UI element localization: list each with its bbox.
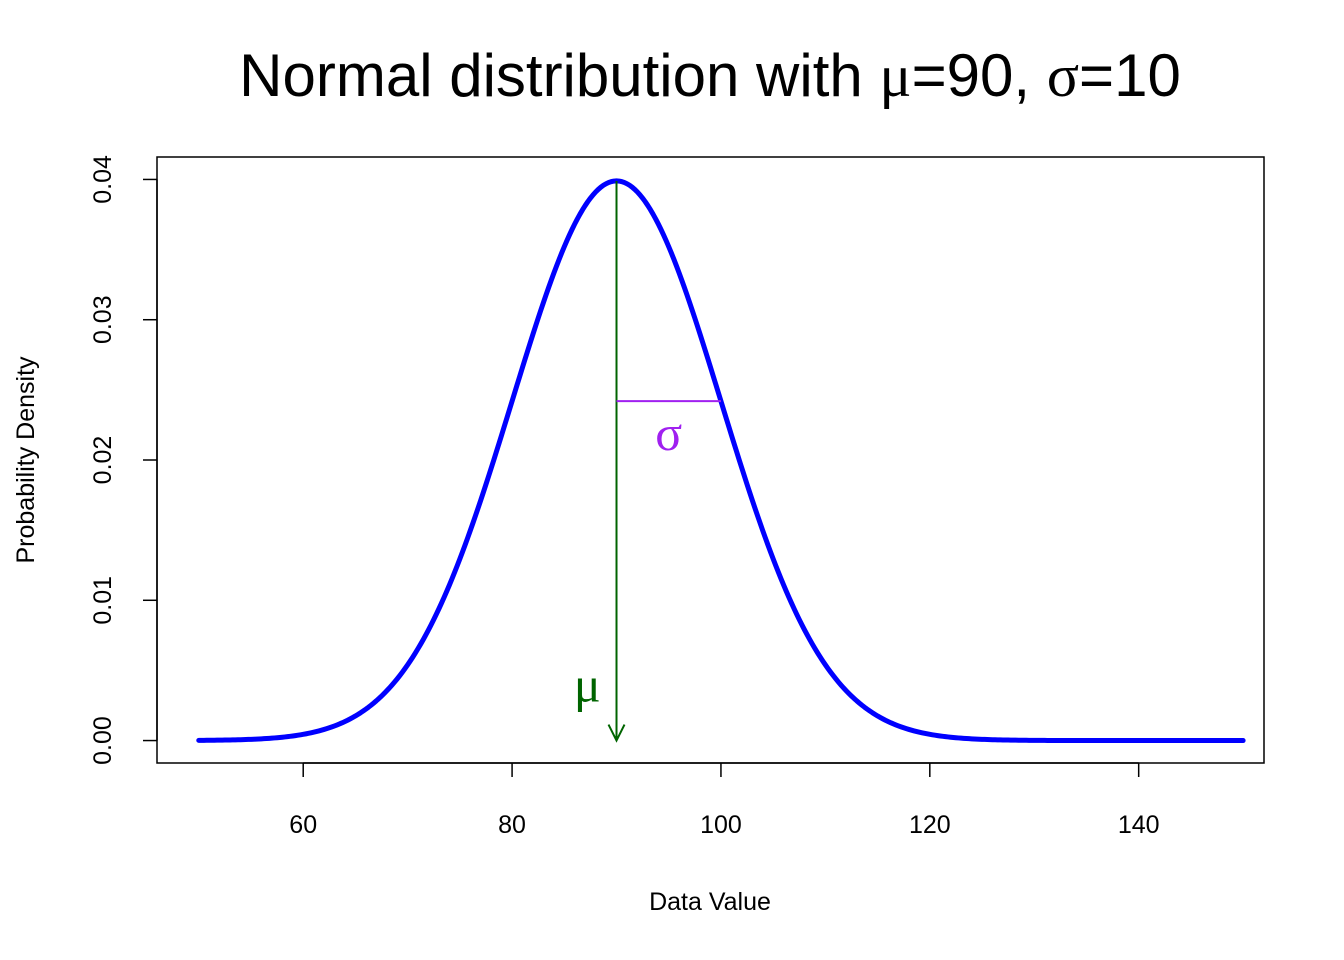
density-curve xyxy=(196,178,1246,744)
chart-title: Normal distribution with μ=90, σ=10 xyxy=(239,42,1181,109)
x-tick-label: 80 xyxy=(498,811,526,839)
plot-frame xyxy=(156,156,1265,764)
x-tick-label: 100 xyxy=(700,811,742,839)
x-tick-label: 140 xyxy=(1118,811,1160,839)
chart-title-sigma-symbol: σ xyxy=(1047,43,1079,109)
chart-title-prefix: Normal distribution with xyxy=(239,42,879,109)
y-tick-label: 0.01 xyxy=(89,576,117,625)
y-tick-label: 0.04 xyxy=(89,155,117,204)
x-axis: 60 80 100 120 140 xyxy=(289,762,1160,839)
x-axis-label: Data Value xyxy=(649,888,771,916)
series-layer xyxy=(196,178,1246,744)
y-tick-label: 0.02 xyxy=(89,436,117,485)
y-tick-label: 0.00 xyxy=(89,716,117,765)
x-tick-label: 120 xyxy=(909,811,951,839)
annotation-layer: μσ xyxy=(574,180,721,743)
chart-title-sigma-text: =10 xyxy=(1079,42,1181,109)
x-tick-label: 60 xyxy=(289,811,317,839)
chart-title-mu-text: =90, xyxy=(912,42,1047,109)
y-tick-label: 0.03 xyxy=(89,295,117,344)
mu-arrow-head xyxy=(607,724,626,743)
chart-title-mu-symbol: μ xyxy=(879,43,911,109)
y-axis: 0.00 0.01 0.02 0.03 0.04 xyxy=(89,155,158,765)
sigma-label: σ xyxy=(655,405,682,461)
mu-label: μ xyxy=(574,656,601,712)
y-axis-label: Probability Density xyxy=(12,356,40,564)
